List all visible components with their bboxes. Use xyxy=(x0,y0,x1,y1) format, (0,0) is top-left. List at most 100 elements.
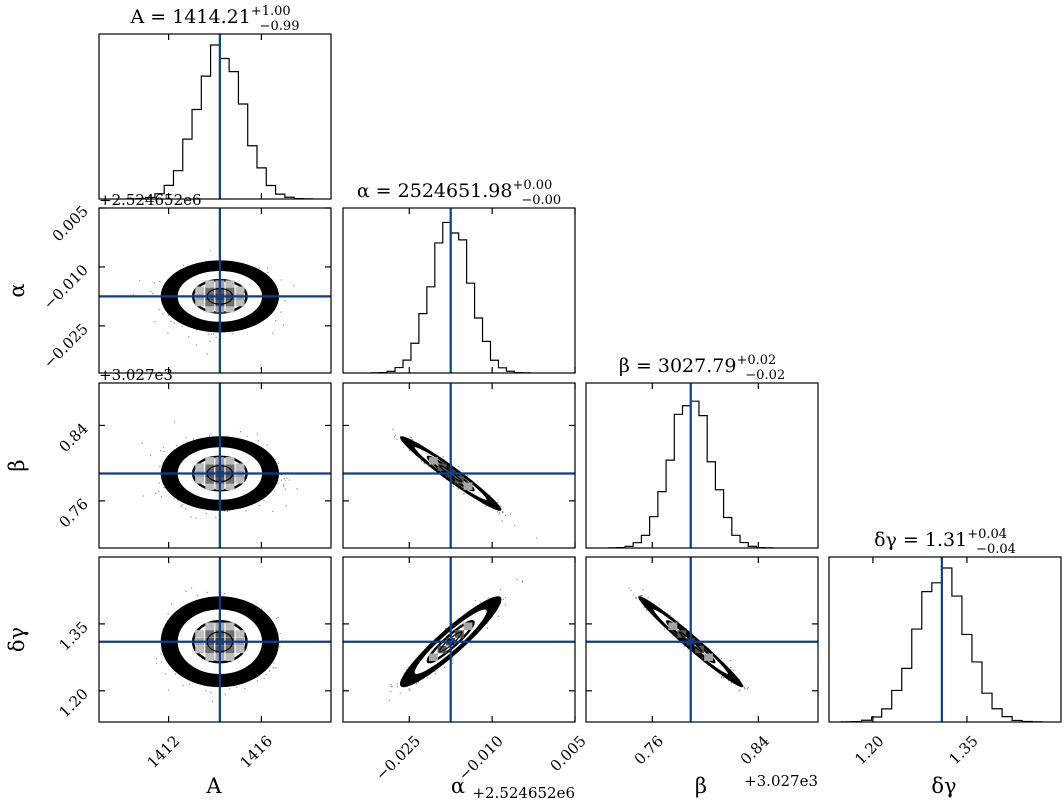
y-axis-label-alpha: α xyxy=(5,283,29,297)
title-err-plus: +0.02 xyxy=(736,353,776,368)
panel-frame xyxy=(98,556,332,723)
density-cell xyxy=(225,280,235,288)
y-tick-label-dgamma: 1.20 xyxy=(55,685,91,721)
x-tick-label-beta: 0.76 xyxy=(631,732,667,768)
density-cell xyxy=(454,630,464,638)
y-offset-beta: +3.027e3 xyxy=(99,366,173,384)
density-cell xyxy=(225,463,235,471)
density-cell xyxy=(235,630,245,638)
density-cell xyxy=(225,476,235,484)
density-cell xyxy=(695,645,705,654)
density-cell xyxy=(195,645,205,654)
panel-frame xyxy=(585,382,819,549)
title-value: δγ = 1.31 xyxy=(874,529,967,551)
title-err-minus: −0.02 xyxy=(745,368,785,383)
density-cell xyxy=(677,630,687,638)
y-tick-label-alpha: −0.025 xyxy=(40,320,92,372)
density-cell xyxy=(428,653,438,661)
density-cell xyxy=(195,463,205,471)
density-cell xyxy=(454,476,464,484)
density-cell xyxy=(205,463,215,471)
title-err-plus: +0.04 xyxy=(967,527,1007,542)
title-err-minus: −0.99 xyxy=(260,19,300,34)
y-tick-label-alpha: −0.010 xyxy=(40,261,92,313)
panel-2d-beta-dgamma xyxy=(585,556,819,723)
panel-hist-dgamma: δγ = 1.31+0.04 −0.04 xyxy=(828,527,1062,723)
density-cell xyxy=(225,457,235,465)
density-cell xyxy=(205,645,215,654)
panel-2d-alpha-beta xyxy=(342,382,576,549)
panel-2d-A-dgamma xyxy=(98,556,332,723)
y-tick-label-alpha: 0.005 xyxy=(49,202,92,245)
density-cell xyxy=(205,622,215,630)
title-value: α = 2524651.98 xyxy=(357,180,513,202)
density-cell xyxy=(235,298,245,307)
title-value: β = 3027.79 xyxy=(619,355,737,377)
density-cell xyxy=(205,630,215,638)
panel-title-beta: β = 3027.79+0.02 −0.02 xyxy=(619,353,785,383)
density-cell xyxy=(235,286,245,294)
x-axis-label-dgamma: δγ xyxy=(931,774,956,798)
density-cell xyxy=(195,630,205,638)
density-cell xyxy=(437,463,447,471)
x-offset-alpha: +2.524652e6 xyxy=(472,784,575,802)
density-cell xyxy=(205,298,215,307)
panel-2d-A-beta xyxy=(98,382,332,549)
density-cell xyxy=(225,630,235,638)
x-tick-label-alpha: 0.005 xyxy=(547,732,590,775)
y-offset-alpha: +2.524652e6 xyxy=(99,191,202,209)
density-cell xyxy=(704,653,714,661)
density-cell xyxy=(225,304,235,313)
panel-hist-A: A = 1414.21+1.00 −0.99 xyxy=(98,4,332,200)
panel-2d-alpha-dgamma xyxy=(342,556,576,723)
density-cell xyxy=(225,622,235,630)
title-value: A = 1414.21 xyxy=(130,6,251,28)
density-cell xyxy=(668,622,678,630)
panel-hist-alpha: α = 2524651.98+0.00 −0.00 xyxy=(342,178,576,374)
density-cell xyxy=(225,645,235,654)
x-tick-label-alpha: −0.025 xyxy=(372,732,424,784)
density-cell xyxy=(195,286,205,294)
density-cell xyxy=(195,476,205,484)
x-tick-label-dgamma: 1.20 xyxy=(851,732,887,768)
density-cell xyxy=(205,457,215,465)
density-cell xyxy=(225,482,235,490)
title-err-minus: −0.00 xyxy=(521,193,561,208)
density-cell xyxy=(205,476,215,484)
density-cell xyxy=(235,645,245,654)
x-tick-label-beta: 0.84 xyxy=(737,732,773,768)
density-cell xyxy=(195,298,205,307)
y-tick-label-beta: 0.84 xyxy=(55,420,91,456)
x-tick-label-dgamma: 1.35 xyxy=(945,732,981,768)
panel-frame xyxy=(98,207,332,374)
panel-frame xyxy=(342,207,576,374)
density-cell xyxy=(463,482,473,490)
title-err-minus: −0.04 xyxy=(976,542,1016,557)
y-axis-label-beta: β xyxy=(5,459,29,471)
density-cell xyxy=(235,463,245,471)
x-offset-beta: +3.027e3 xyxy=(744,772,818,790)
density-cell xyxy=(205,304,215,313)
panel-title-A: A = 1414.21+1.00 −0.99 xyxy=(130,4,300,34)
panel-frame xyxy=(585,556,819,723)
density-cell xyxy=(225,286,235,294)
density-cell xyxy=(205,280,215,288)
density-cell xyxy=(225,298,235,307)
contour-core xyxy=(439,631,463,653)
scatter-points xyxy=(132,250,295,355)
y-tick-label-dgamma: 1.35 xyxy=(55,618,91,654)
title-err-plus: +1.00 xyxy=(251,4,291,19)
panel-frame xyxy=(342,556,576,723)
density-cell xyxy=(225,653,235,661)
density-cell xyxy=(437,645,447,654)
panel-frame xyxy=(98,33,332,200)
panel-frame xyxy=(828,556,1062,723)
title-err-plus: +0.00 xyxy=(512,178,552,193)
panel-hist-beta: β = 3027.79+0.02 −0.02 xyxy=(585,353,819,549)
y-axis-label-dgamma: δγ xyxy=(5,627,29,652)
panel-title-alpha: α = 2524651.98+0.00 −0.00 xyxy=(357,178,561,208)
y-tick-label-beta: 0.76 xyxy=(55,495,91,531)
panel-title-dgamma: δγ = 1.31+0.04 −0.04 xyxy=(874,527,1016,557)
scatter-points xyxy=(155,587,281,703)
